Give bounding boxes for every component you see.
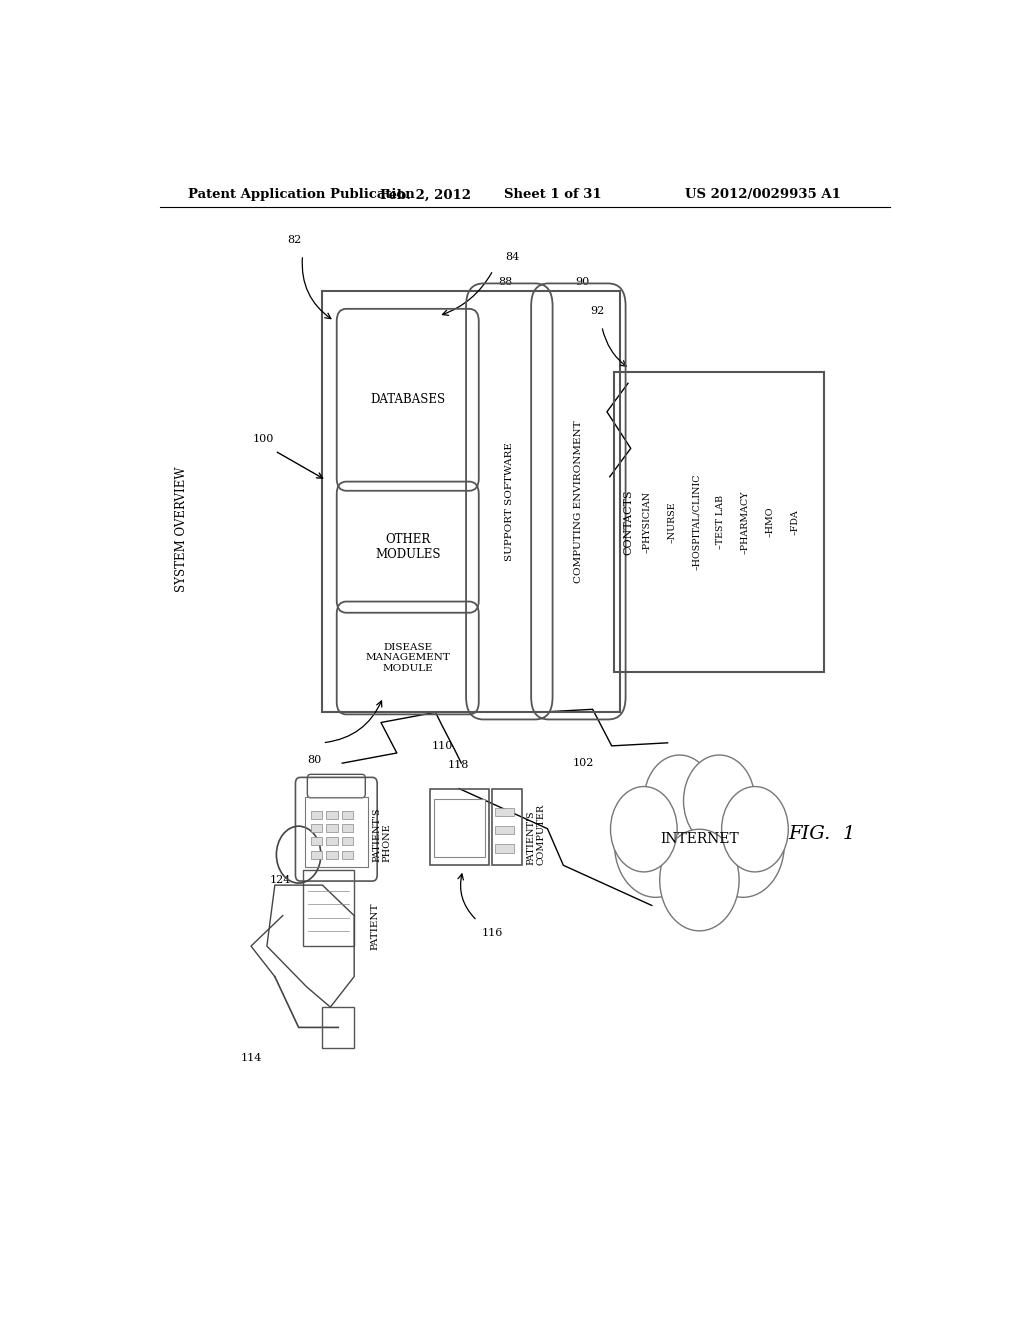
Text: 114: 114	[241, 1053, 262, 1063]
Text: –PHYSICIAN: –PHYSICIAN	[642, 491, 651, 553]
Bar	[495, 808, 514, 816]
Text: –NURSE: –NURSE	[667, 502, 676, 543]
Circle shape	[659, 829, 739, 931]
Bar	[342, 824, 353, 833]
Text: 100: 100	[252, 434, 273, 445]
Text: SUPPORT SOFTWARE: SUPPORT SOFTWARE	[505, 442, 514, 561]
Bar	[327, 810, 338, 818]
Text: PATIENT'S
PHONE: PATIENT'S PHONE	[373, 807, 392, 862]
Text: SYSTEM OVERVIEW: SYSTEM OVERVIEW	[175, 467, 188, 593]
Bar	[342, 850, 353, 859]
Text: 80: 80	[307, 755, 322, 766]
Circle shape	[684, 755, 755, 846]
Text: 118: 118	[447, 760, 469, 771]
Text: CONTACTS: CONTACTS	[623, 488, 633, 554]
Text: INTERNET: INTERNET	[660, 833, 738, 846]
Text: 84: 84	[505, 252, 519, 263]
Text: 116: 116	[482, 928, 504, 937]
Bar	[433, 799, 484, 857]
Text: OTHER
MODULES: OTHER MODULES	[375, 533, 440, 561]
Bar	[327, 850, 338, 859]
Bar	[327, 824, 338, 833]
Bar	[430, 788, 488, 865]
Circle shape	[610, 787, 677, 873]
Text: –FDA: –FDA	[791, 510, 799, 535]
Text: PATIENT'S
COMPUTER: PATIENT'S COMPUTER	[526, 804, 546, 865]
Bar	[613, 372, 824, 672]
Bar	[327, 837, 338, 846]
Text: 102: 102	[572, 758, 594, 768]
Bar	[310, 837, 322, 846]
Circle shape	[722, 787, 788, 873]
Bar	[310, 824, 322, 833]
Text: FIG.  1: FIG. 1	[788, 825, 856, 843]
Text: DATABASES: DATABASES	[371, 393, 445, 407]
Circle shape	[614, 792, 697, 898]
Text: DISEASE
MANAGEMENT
MODULE: DISEASE MANAGEMENT MODULE	[366, 643, 451, 673]
Bar	[495, 826, 514, 834]
Bar	[342, 837, 353, 846]
Bar	[310, 810, 322, 818]
Text: 110: 110	[431, 741, 453, 751]
Bar	[495, 845, 514, 853]
Circle shape	[645, 766, 754, 903]
Text: 88: 88	[499, 277, 512, 288]
Bar	[492, 788, 522, 865]
Text: 90: 90	[575, 277, 590, 288]
Circle shape	[644, 755, 716, 846]
Text: –HOSPITAL/CLINIC: –HOSPITAL/CLINIC	[692, 474, 700, 570]
Text: PATIENT: PATIENT	[370, 902, 379, 949]
Text: 124: 124	[269, 875, 291, 884]
Bar	[342, 810, 353, 818]
Bar	[303, 870, 354, 946]
Text: 92: 92	[591, 306, 605, 315]
Text: 82: 82	[288, 235, 302, 244]
Text: Feb. 2, 2012: Feb. 2, 2012	[380, 189, 471, 202]
Circle shape	[701, 792, 784, 898]
Text: Patent Application Publication: Patent Application Publication	[187, 189, 415, 202]
Text: –HMO: –HMO	[766, 507, 774, 537]
Text: –PHARMACY: –PHARMACY	[741, 490, 750, 553]
Text: –TEST LAB: –TEST LAB	[717, 495, 725, 549]
Text: COMPUTING ENVIRONMENT: COMPUTING ENVIRONMENT	[573, 420, 583, 582]
Bar	[310, 850, 322, 859]
Text: US 2012/0029935 A1: US 2012/0029935 A1	[685, 189, 841, 202]
Bar	[323, 290, 621, 713]
Bar	[323, 1007, 354, 1048]
Text: Sheet 1 of 31: Sheet 1 of 31	[504, 189, 601, 202]
